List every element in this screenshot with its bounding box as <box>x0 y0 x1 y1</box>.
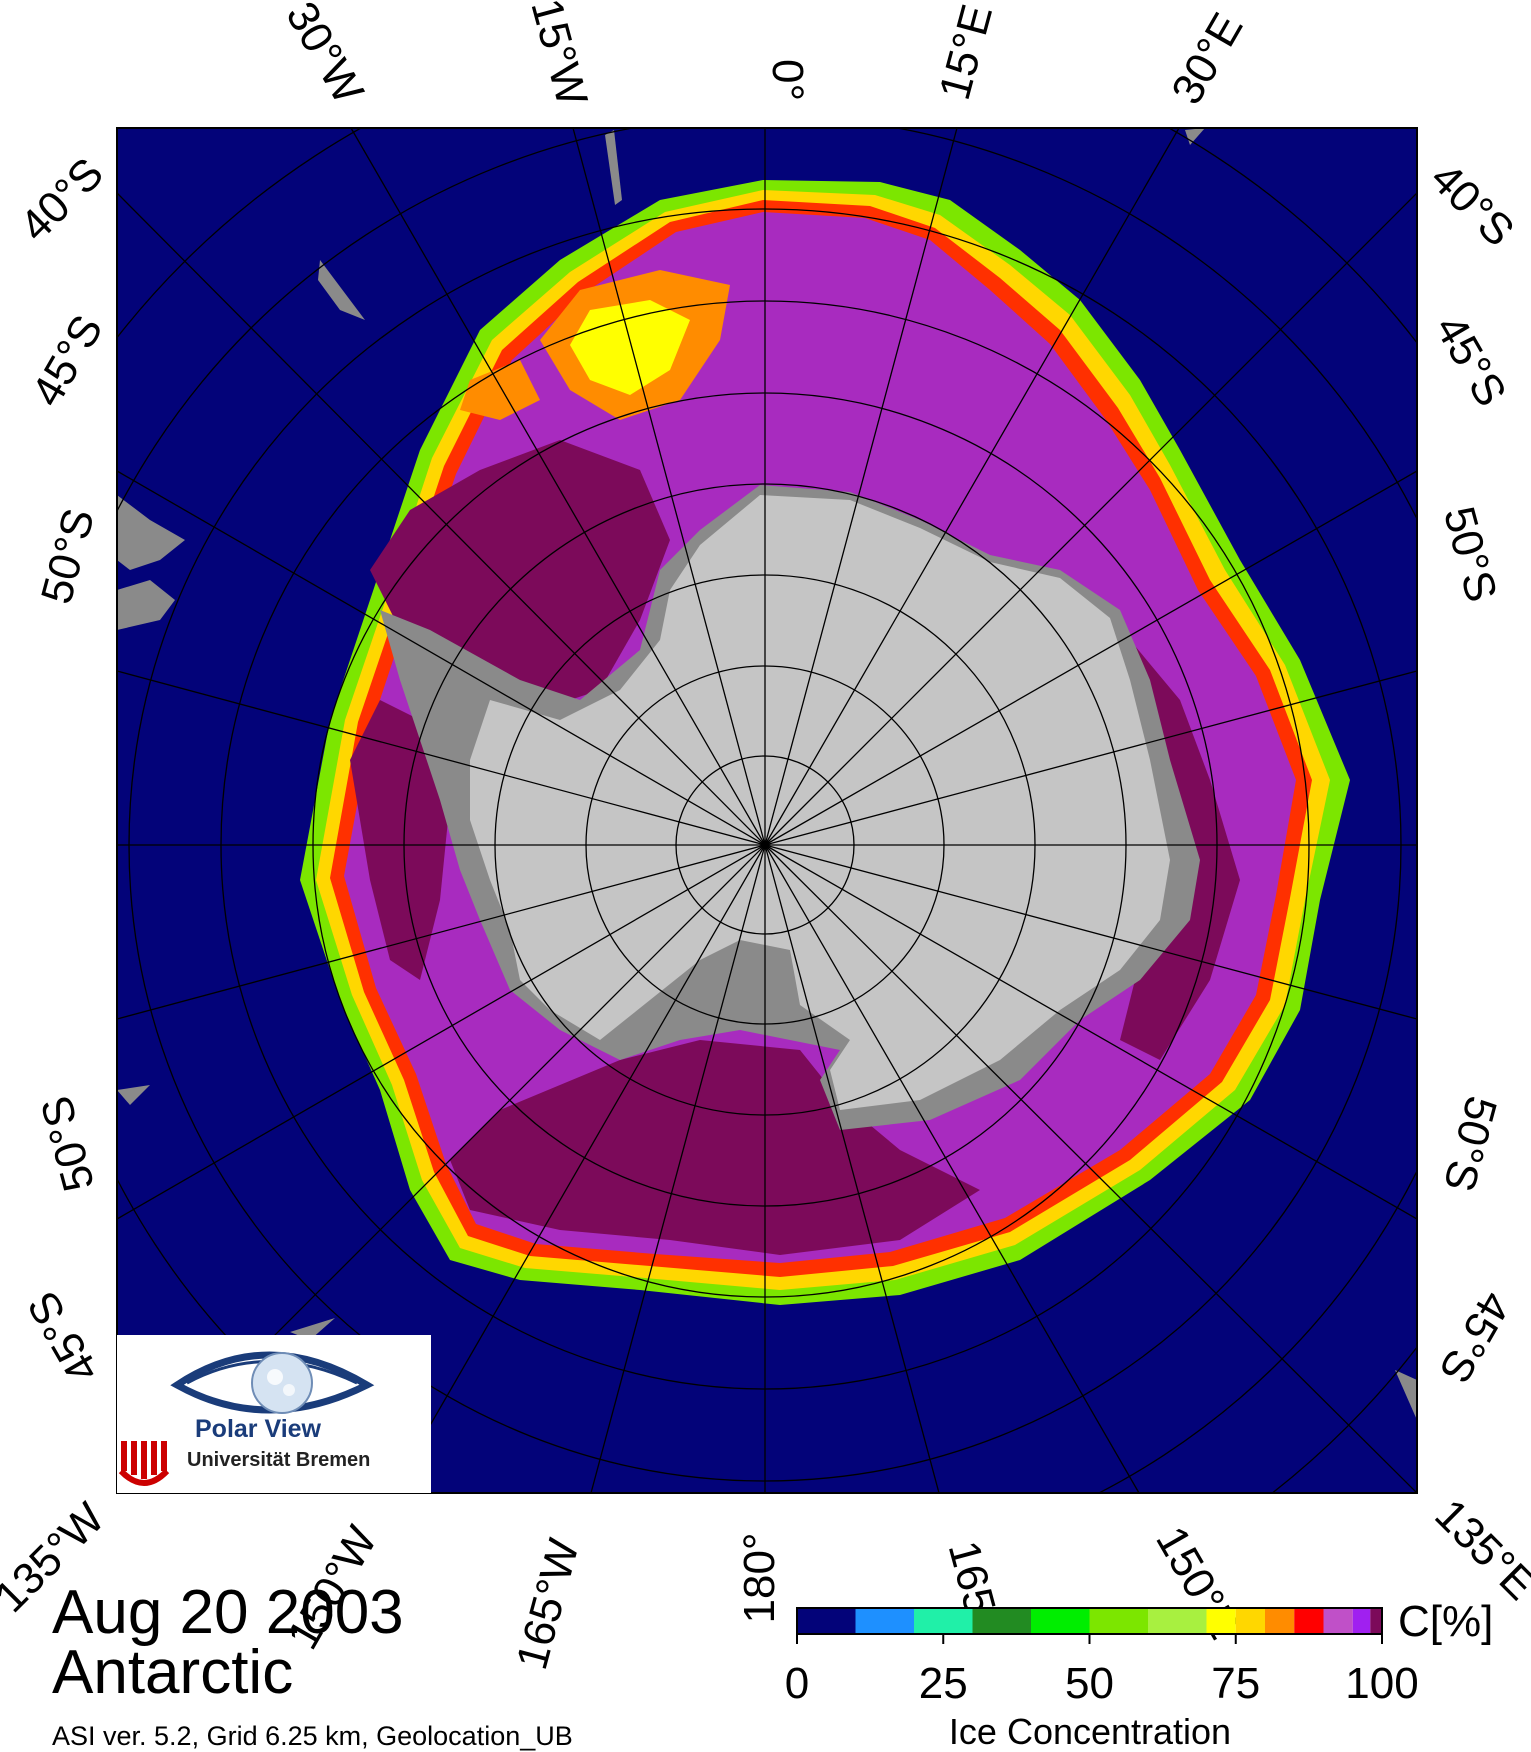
legend-bin-9 <box>1265 1608 1295 1634</box>
legend-tick-label: 0 <box>784 1659 810 1708</box>
legend-bin-4 <box>1031 1608 1090 1634</box>
lon-label-180: 180° <box>735 1532 784 1623</box>
lon-label-30e: 30°E <box>1162 5 1252 113</box>
lat-left-50s-bottom: 50°S <box>32 1091 104 1196</box>
island-south-georgia <box>605 130 622 205</box>
map-date: Aug 20 2003 <box>52 1578 404 1647</box>
land-fragment-4 <box>290 1318 335 1340</box>
map-region: Antarctic <box>52 1638 294 1707</box>
legend-bin-3 <box>972 1608 1031 1634</box>
logo-name: Polar View <box>195 1415 321 1443</box>
legend-tick-label: 25 <box>918 1659 968 1708</box>
eye-icon <box>170 1351 375 1414</box>
lat-left-50s-top: 50°S <box>32 504 104 609</box>
lon-label-0: 0° <box>763 59 812 101</box>
legend-bin-0 <box>797 1608 856 1634</box>
polar-view-logo: Polar View Universität Bremen <box>117 1335 431 1493</box>
lat-left-45s-bottom: 45°S <box>18 1283 108 1391</box>
map-frame <box>116 127 1418 1494</box>
lon-label-15e: 15°E <box>930 0 1002 105</box>
legend-bin-8 <box>1235 1608 1265 1634</box>
legend-bin-10 <box>1294 1608 1324 1634</box>
land-fragment-3 <box>1395 1370 1417 1420</box>
full-ice-ross <box>450 1040 980 1255</box>
product-info: ASI ver. 5.2, Grid 6.25 km, Geolocation_… <box>52 1721 573 1751</box>
lon-label-30w: 30°W <box>276 0 373 112</box>
legend-bin-12 <box>1352 1608 1371 1634</box>
uni-bremen-icon <box>118 1441 170 1486</box>
legend-bin-6 <box>1148 1608 1207 1634</box>
lat-right-50s-bottom: 50°S <box>1434 1091 1506 1196</box>
lat-left-45s-top: 45°S <box>22 307 112 415</box>
logo-institution: Universität Bremen <box>187 1449 371 1471</box>
lon-label-135e: 135°E <box>1425 1490 1531 1610</box>
lon-label-15w: 15°W <box>521 0 596 111</box>
legend-title: Ice Concentration <box>948 1711 1232 1752</box>
legend-bin-13 <box>1370 1608 1382 1634</box>
lat-right-45s-top: 45°S <box>1425 307 1515 415</box>
legend-bin-7 <box>1206 1608 1236 1634</box>
low-ice-patch-2 <box>570 300 690 395</box>
lat-right-45s-bottom: 45°S <box>1429 1283 1519 1391</box>
lat-right-40s: 40°S <box>1421 154 1523 256</box>
antarctica-ice <box>470 495 1170 1110</box>
full-ice-bellingshausen <box>350 700 450 980</box>
south-america-tip <box>117 495 185 570</box>
legend-colorbar <box>796 1607 1383 1644</box>
legend-bin-1 <box>855 1608 914 1634</box>
low-ice-patch-3 <box>460 360 540 420</box>
legend-unit: C[%] <box>1398 1597 1494 1646</box>
graticule <box>117 128 1417 1493</box>
legend-bin-11 <box>1323 1608 1353 1634</box>
island-falklands <box>318 260 365 320</box>
lat-left-40s: 40°S <box>11 149 113 251</box>
lon-label-165w: 165°W <box>507 1533 589 1674</box>
legend-tick-label: 100 <box>1345 1659 1419 1708</box>
legend-bin-5 <box>1089 1608 1148 1634</box>
legend-tick-label: 75 <box>1211 1659 1261 1708</box>
legend-tick-label: 50 <box>1065 1659 1114 1708</box>
land-fragment-1 <box>117 580 175 630</box>
lat-right-50s-top: 50°S <box>1434 502 1506 607</box>
legend-bin-2 <box>914 1608 973 1634</box>
land-fragment-5 <box>117 1085 150 1105</box>
